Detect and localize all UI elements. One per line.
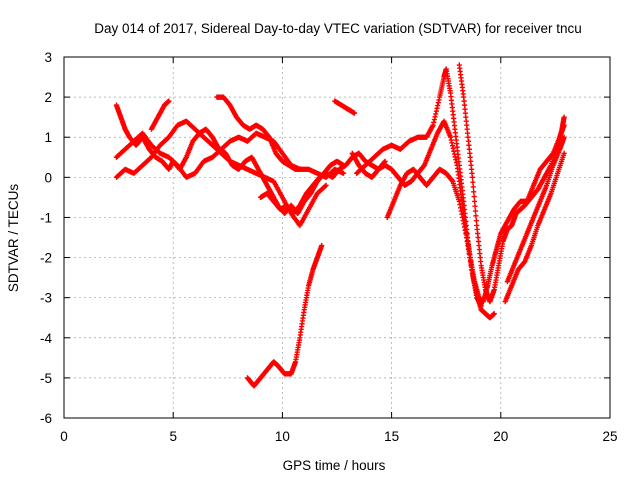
y-tick-label: 2 <box>44 90 52 105</box>
plus-marker <box>469 174 476 180</box>
x-tick-label: 20 <box>493 429 508 444</box>
plus-marker <box>319 242 325 249</box>
grid-lines <box>64 57 610 418</box>
y-tick-label: -5 <box>40 371 52 386</box>
y-tick-label: 0 <box>44 170 52 185</box>
plus-marker <box>351 110 358 116</box>
x-tick-label: 0 <box>60 429 68 444</box>
series-track-3 <box>113 118 329 229</box>
series-track-12 <box>456 62 567 305</box>
series-track-8 <box>332 98 358 116</box>
plus-marker <box>561 150 567 156</box>
plus-marker <box>470 179 476 185</box>
plus-marker <box>322 183 328 189</box>
plus-marker <box>323 182 329 188</box>
series-track-13 <box>502 150 567 305</box>
plus-marker <box>471 198 478 204</box>
plot-frame <box>63 56 611 419</box>
plus-marker <box>470 184 476 190</box>
series-track-5 <box>214 94 305 172</box>
plus-marker <box>491 311 497 317</box>
x-axis-label: GPS time / hours <box>283 458 386 473</box>
plus-marker <box>471 189 477 195</box>
series-track-6 <box>244 242 325 389</box>
plus-marker <box>471 193 477 200</box>
y-tick-label: -1 <box>40 210 52 225</box>
x-tick-label: 10 <box>275 429 290 444</box>
series-track-11 <box>384 166 484 309</box>
plus-marker <box>340 170 347 176</box>
axis-ticks: 0 5 10 15 20 25 -6 -5 -4 -3 -2 -1 0 1 2 3 <box>40 50 618 444</box>
y-tick-label: 3 <box>44 50 52 65</box>
series-track-4 <box>148 98 172 132</box>
x-tick-label: 5 <box>169 429 177 444</box>
plus-marker <box>561 114 567 120</box>
plus-marker <box>561 134 567 140</box>
x-tick-label: 25 <box>602 429 617 444</box>
plus-marker <box>472 208 479 214</box>
y-tick-label: -2 <box>40 251 52 266</box>
y-tick-label: -3 <box>40 291 52 306</box>
chart-title: Day 014 of 2017, Sidereal Day-to-day VTE… <box>94 21 581 36</box>
plus-marker <box>472 203 478 209</box>
x-tick-label: 15 <box>384 429 399 444</box>
plus-marker <box>473 218 479 224</box>
data-marks <box>113 62 567 389</box>
plus-marker <box>299 166 305 172</box>
plus-marker <box>166 98 172 104</box>
plus-marker <box>473 213 479 219</box>
y-tick-label: 1 <box>44 130 52 145</box>
y-axis-label: SDTVAR / TECUs <box>6 184 21 293</box>
plus-marker <box>478 303 484 309</box>
y-tick-label: -6 <box>40 411 52 426</box>
y-tick-label: -4 <box>40 331 52 346</box>
series-track-10 <box>354 66 497 321</box>
series-track-2 <box>113 130 347 180</box>
series-track-14 <box>504 134 567 285</box>
